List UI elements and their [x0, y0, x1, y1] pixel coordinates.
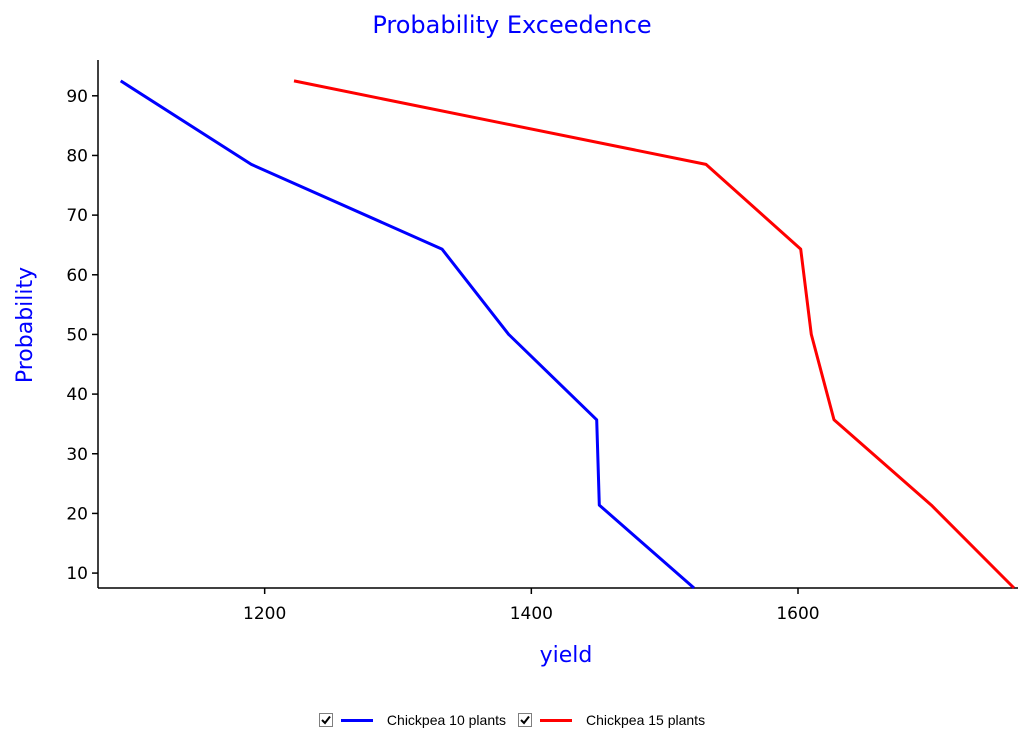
y-tick-label: 80 — [66, 146, 88, 166]
series-2-line — [293, 79, 1016, 590]
y-axis-title: Probability — [13, 267, 38, 383]
chart-title: Probability Exceedence — [372, 11, 651, 39]
y-tick-label: 90 — [66, 87, 88, 107]
probability-exceedence-chart: Probability Exceedence Probability yield… — [13, 11, 1018, 668]
y-tick-label: 60 — [66, 266, 88, 286]
y-tick-label: 50 — [66, 325, 88, 345]
y-tick-label: 40 — [66, 385, 88, 405]
series-layer — [119, 79, 1016, 590]
x-axis-title: yield — [540, 643, 593, 668]
axes: 10 20 30 40 50 60 70 80 90 1200 1400 1600 — [66, 60, 1018, 624]
checkmark-icon — [520, 715, 530, 725]
series-1-line — [119, 79, 695, 590]
checkmark-icon — [321, 715, 331, 725]
y-tick-label: 70 — [66, 206, 88, 226]
series-1-label: Chickpea 10 plants — [386, 712, 506, 728]
legend-item-series-2[interactable]: Chickpea 15 plants — [518, 712, 709, 728]
x-tick-label: 1400 — [510, 604, 553, 624]
series-2-label: Chickpea 15 plants — [586, 712, 706, 728]
y-tick-label: 20 — [66, 504, 88, 524]
series-1-swatch — [340, 718, 373, 722]
y-tick-label: 30 — [66, 445, 88, 465]
legend: Chickpea 10 plants Chickpea 15 plants — [0, 706, 1028, 734]
series-1-checkbox[interactable] — [318, 713, 333, 727]
y-tick-label: 10 — [66, 564, 88, 584]
series-2-checkbox[interactable] — [518, 713, 532, 727]
x-tick-label: 1600 — [776, 604, 819, 624]
legend-item-series-1[interactable]: Chickpea 10 plants — [318, 712, 510, 728]
x-tick-label: 1200 — [243, 604, 286, 624]
series-2-swatch — [540, 718, 572, 722]
